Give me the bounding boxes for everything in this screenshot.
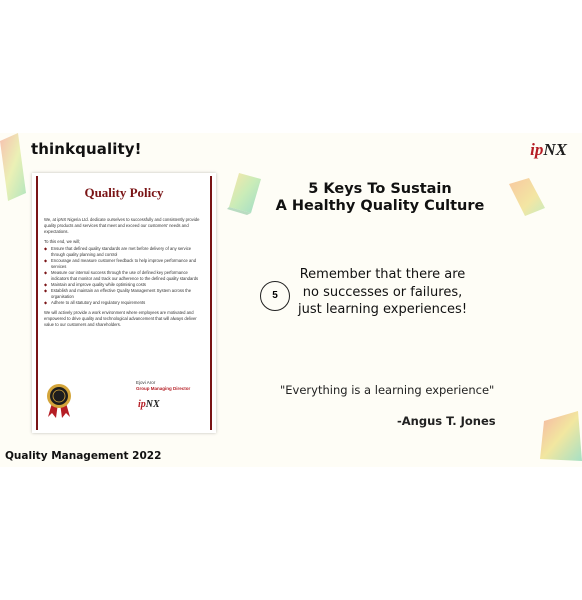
signature-block: Ejovi Aror Group Managing Director <box>136 380 190 392</box>
decorative-shape-center <box>227 173 261 215</box>
policy-border <box>36 176 212 430</box>
quote-author: -Angus T. Jones <box>397 414 496 428</box>
decorative-shape-right <box>509 178 545 216</box>
policy-item: Measure our internal success through the… <box>44 270 204 282</box>
slide: thinkquality! ipNX Quality Policy We, at… <box>0 133 582 467</box>
key-number-badge: 5 <box>260 281 290 311</box>
seal-icon <box>47 384 71 418</box>
heading-line-2: A Healthy Quality Culture <box>275 198 485 214</box>
key-text: Remember that there are no successes or … <box>297 267 468 317</box>
slide-heading: 5 Keys To Sustain A Healthy Quality Cult… <box>250 181 510 215</box>
signatory-role: Group Managing Director <box>136 386 191 391</box>
decorative-shape-left <box>0 133 26 201</box>
policy-closing: We will actively provide a work environm… <box>44 310 197 327</box>
policy-body: We, at ipNX Nigeria Ltd. dedicate oursel… <box>44 217 204 332</box>
heading-line-1: 5 Keys To Sustain <box>308 181 452 197</box>
quality-policy-document: Quality Policy We, at ipNX Nigeria Ltd. … <box>32 173 216 433</box>
policy-item: Adhere to all statutory and regulatory r… <box>44 300 204 306</box>
logo-nx: NX <box>543 140 567 159</box>
brand-title: thinkquality! <box>31 140 142 158</box>
company-logo: ipNX <box>530 140 567 160</box>
policy-logo-nx: NX <box>145 399 160 410</box>
decorative-shape-bottom-right <box>540 411 582 461</box>
policy-logo-ip: ip <box>138 399 146 410</box>
policy-logo: ipNX <box>138 399 160 410</box>
signatory-name: Ejovi Aror <box>136 380 156 385</box>
policy-intro: We, at ipNX Nigeria Ltd. dedicate oursel… <box>44 217 200 234</box>
policy-item: Ensure that defined quality standards ar… <box>44 246 204 258</box>
quote-text: "Everything is a learning experience" <box>280 383 495 397</box>
policy-item: Encourage and measure customer feedback … <box>44 258 204 270</box>
logo-ip: ip <box>530 140 544 159</box>
policy-lead: To this end, we will; <box>44 239 81 244</box>
policy-title: Quality Policy <box>84 185 164 200</box>
footer-text: Quality Management 2022 <box>5 450 162 462</box>
policy-item: Establish and maintain an effective Qual… <box>44 288 204 300</box>
policy-list: Ensure that defined quality standards ar… <box>44 246 204 306</box>
policy-item: Maintain and improve quality while optim… <box>44 282 204 288</box>
